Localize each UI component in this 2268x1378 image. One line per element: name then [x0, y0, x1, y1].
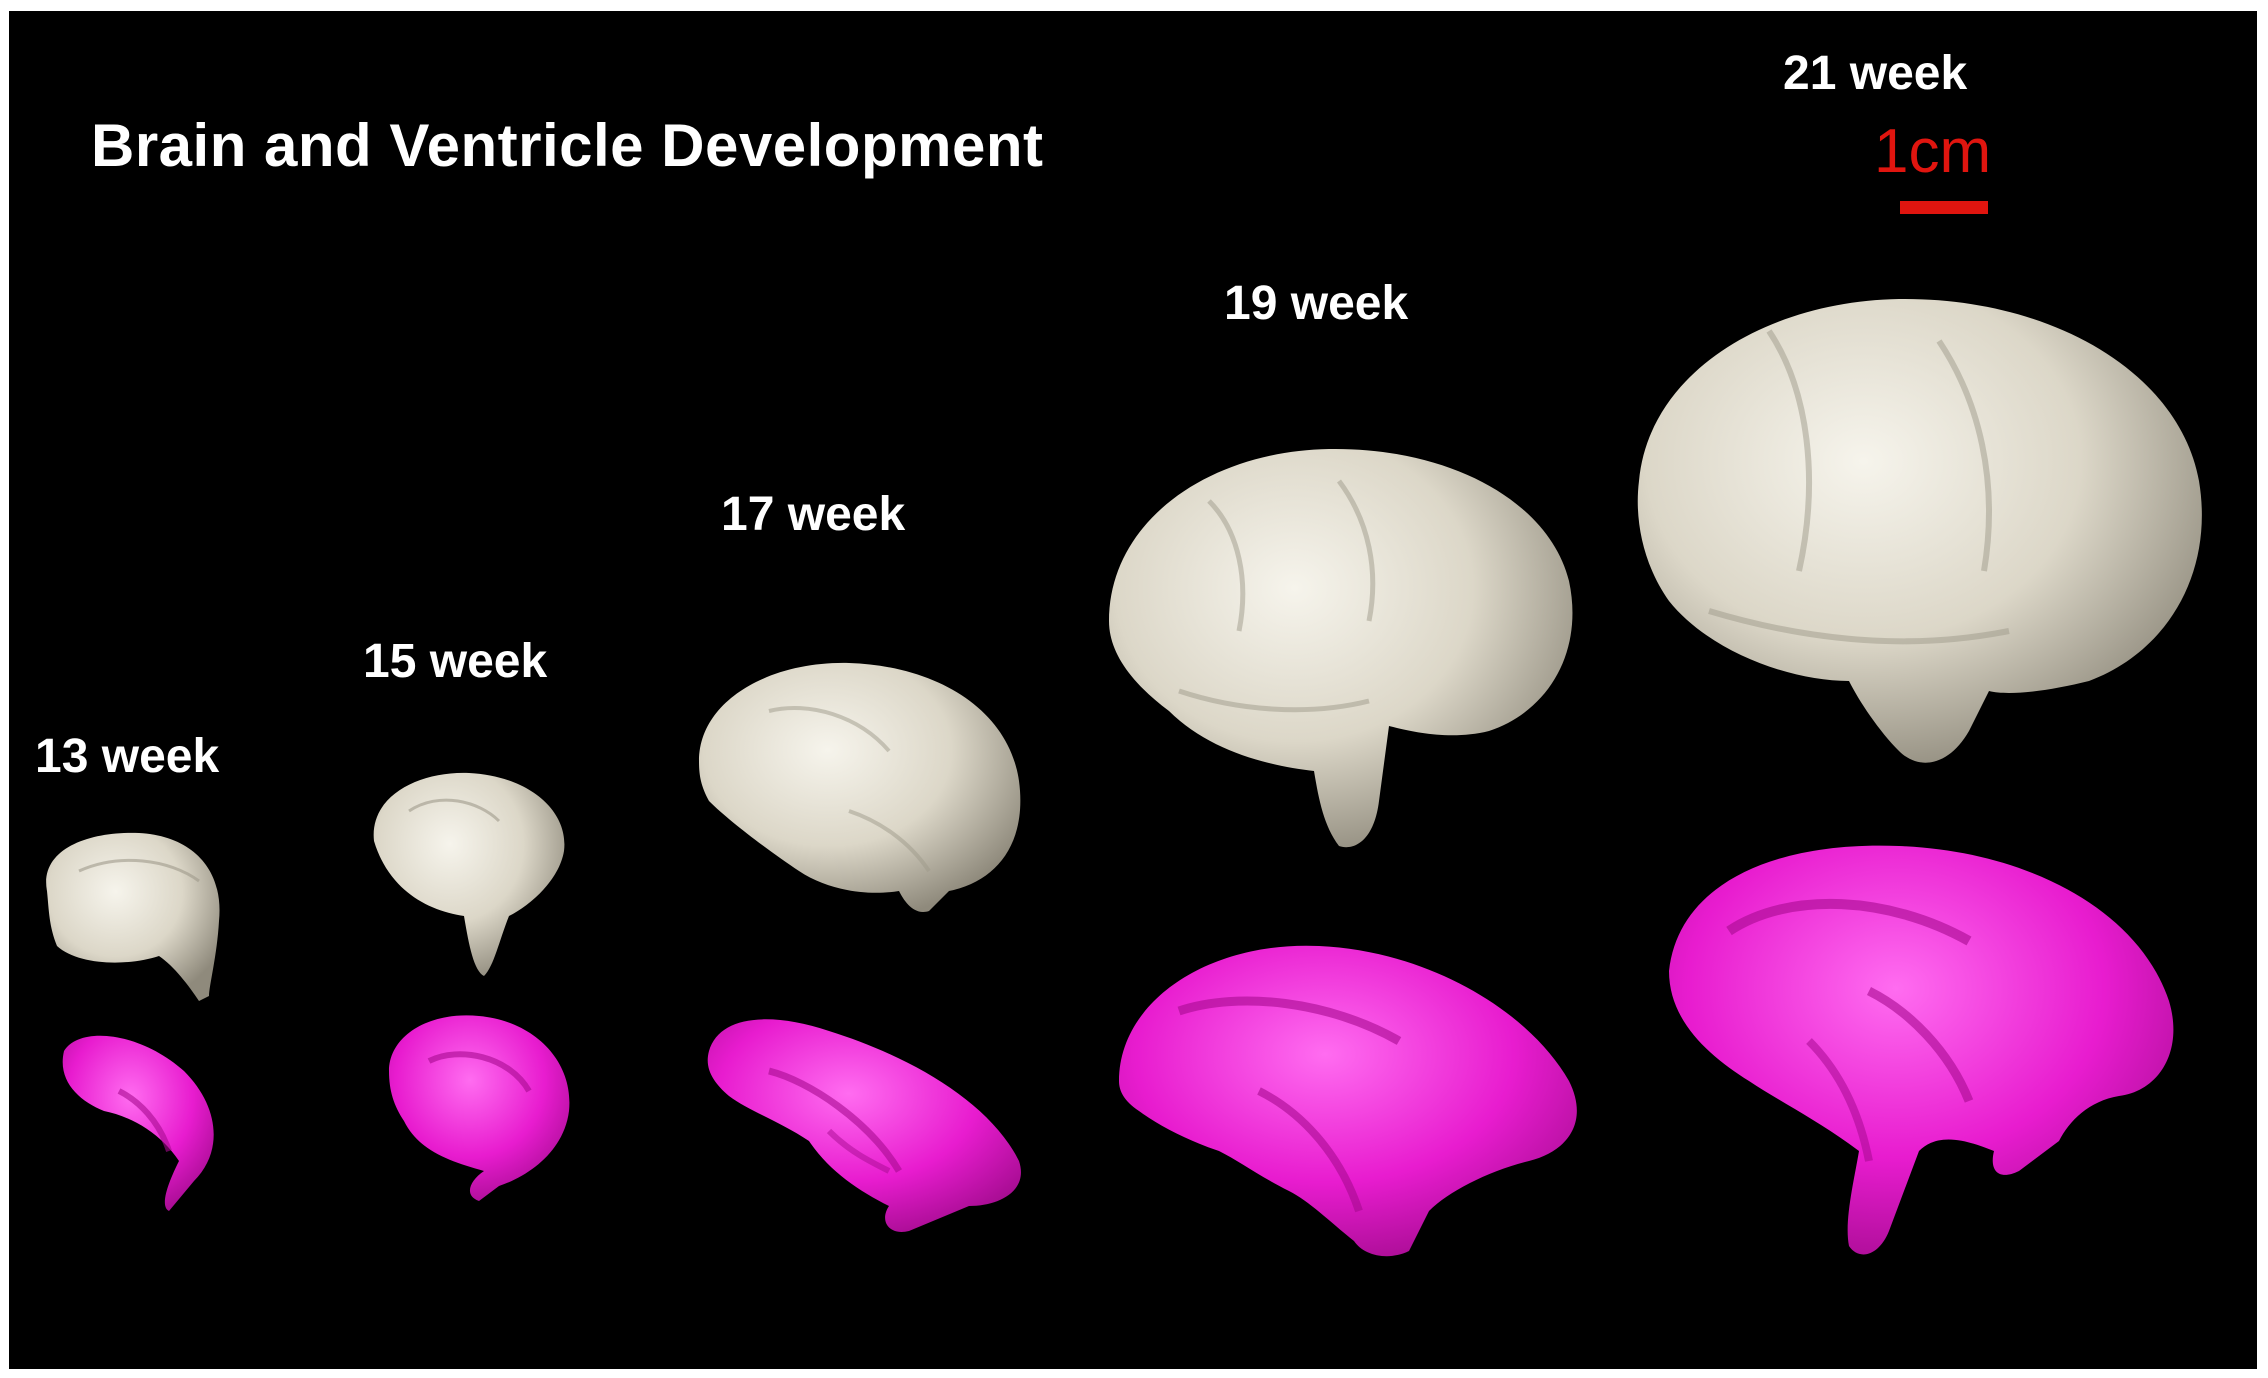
brain-17-week: [699, 662, 1021, 912]
ventricle-21-week: [1669, 845, 2174, 1255]
scale-bar: 1cm: [1864, 121, 1994, 231]
brain-13-week: [46, 832, 220, 1001]
stage-label-13-week: 13 week: [35, 730, 220, 783]
brain-21-week: [1637, 298, 2202, 763]
brain-19-week: [1109, 448, 1573, 848]
ventricle-17-week: [707, 1019, 1021, 1232]
stage-label-21-week: 21 week: [1783, 47, 1968, 100]
scale-bar-line: [1900, 201, 1988, 214]
stage-label-19-week: 19 week: [1224, 277, 1409, 330]
stage-label-15-week: 15 week: [363, 635, 548, 688]
specimen-illustration: [46, 298, 2202, 1257]
scale-bar-label: 1cm: [1874, 117, 1992, 186]
figure-frame: Brain and Ventricle Development 13 week …: [9, 11, 2257, 1369]
ventricle-13-week: [62, 1035, 214, 1211]
ventricle-19-week: [1119, 945, 1577, 1257]
ventricle-15-week: [389, 1015, 570, 1201]
figure-title: Brain and Ventricle Development: [91, 112, 1044, 179]
stage-label-17-week: 17 week: [721, 488, 906, 541]
brain-15-week: [373, 772, 565, 976]
